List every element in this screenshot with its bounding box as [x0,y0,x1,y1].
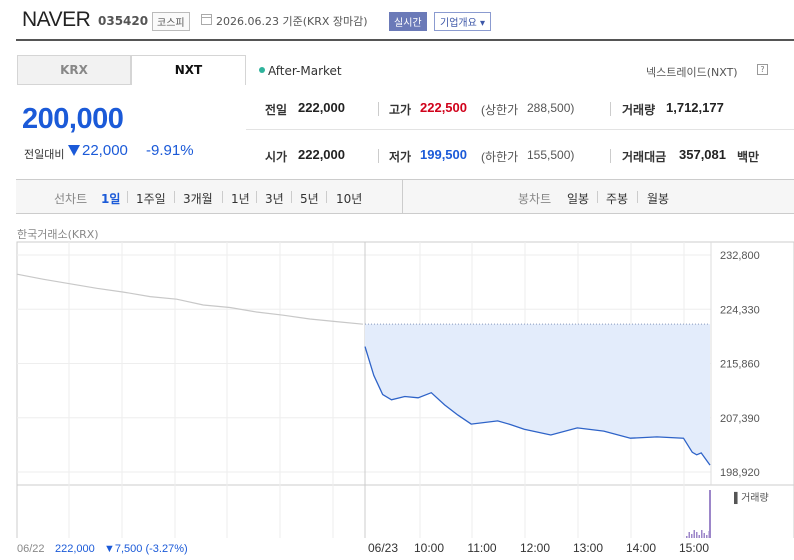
change-value: 22,000 [82,142,128,159]
upper-limit-label: (상한가 [481,103,519,117]
line-chart-label: 선차트 [54,192,88,206]
candle-weekly[interactable]: 주봉 [606,192,629,206]
period-divider [222,191,223,203]
x-tick-label: 15:00 [679,541,709,555]
calendar-icon [201,14,212,25]
period-3y[interactable]: 3년 [265,192,284,206]
prev-close-value: 222,000 [298,100,345,115]
price-line [364,346,711,466]
candle-chart-label: 봉차트 [518,192,552,206]
amount-unit: 백만 [737,150,760,164]
candle-monthly[interactable]: 월봉 [647,192,670,206]
period-divider [597,191,598,203]
volume-frame [16,484,794,560]
change-label: 전일대비 [24,148,65,161]
stat-divider [610,102,611,116]
high-value: 222,500 [420,100,467,115]
period-divider [256,191,257,203]
chart-lines [16,273,711,466]
x-tick-label: 12:00 [520,541,550,555]
stock-code: 035420 [98,14,149,28]
open-value: 222,000 [298,147,345,162]
company-overview-button[interactable]: 기업개요 ▾ [434,12,491,31]
high-label: 고가 [389,103,412,117]
tab-krx[interactable]: KRX [17,55,131,85]
x-tick-label: 13:00 [573,541,603,555]
y-tick-label: 215,860 [720,359,760,371]
period-divider [174,191,175,203]
stock-name: NAVER [22,8,91,31]
period-divider [127,191,128,203]
period-1d[interactable]: 1일 [101,192,121,206]
volume-label: 거래량 [622,103,656,117]
prev-day-change: ▼7,500 (-3.27%) [104,543,188,555]
after-market-label: After-Market [268,64,342,78]
low-value: 199,500 [420,147,467,162]
period-toolbar-divider [402,179,403,214]
x-tick-label: 06/23 [368,541,398,555]
stat-divider [378,102,379,116]
y-tick-label: 224,330 [720,304,760,316]
period-10y[interactable]: 10년 [336,192,363,206]
prev-day-close: 222,000 [55,543,95,555]
chart-area-fill [365,324,710,466]
y-axis-ticks: 232,800 224,330 215,860 207,390 198,920 [720,250,760,479]
stat-divider [378,149,379,163]
prev-day-date: 06/22 [17,543,45,555]
period-3m[interactable]: 3개월 [183,192,213,206]
chart-grid [16,241,794,560]
upper-limit-value: 288,500) [527,101,575,115]
period-toolbar [16,179,794,214]
x-axis-background [0,538,794,560]
y-tick-label: 207,390 [720,413,760,425]
amount-value: 357,081 [679,147,726,162]
area-fill [365,324,710,466]
prev-day-line [16,273,364,325]
prev-close-label: 전일 [265,103,288,117]
open-label: 시가 [265,150,288,164]
x-tick-label: 14:00 [626,541,656,555]
period-1w[interactable]: 1주일 [136,192,166,206]
tab-nxt[interactable]: NXT [131,55,246,85]
amount-label: 거래대금 [622,150,667,164]
period-divider [326,191,327,203]
header-divider [16,39,794,41]
status-dot-icon [259,67,265,73]
period-1y[interactable]: 1년 [231,192,250,206]
nxt-trade-link[interactable]: 넥스트레이드(NXT) [646,66,738,79]
stats-divider [246,129,794,130]
lower-limit-value: 155,500) [527,148,575,162]
volume-bar [709,490,711,558]
as-of-date: 2026.06.23 기준(KRX 장마감) [216,15,368,28]
x-tick-label: 11:00 [467,541,496,555]
chart-source-label: 한국거래소(KRX) [17,228,99,241]
y-tick-label: 232,800 [720,250,760,262]
stat-divider [610,149,611,163]
period-5y[interactable]: 5년 [300,192,319,206]
y-tick-label: 198,920 [720,467,760,479]
x-tick-label: 10:00 [414,541,444,555]
low-label: 저가 [389,150,412,164]
volume-label: ▌거래량 [734,491,769,505]
current-price: 200,000 [22,103,124,135]
market-badge: 코스피 [152,12,190,31]
x-axis-ticks: 06/22 222,000 ▼7,500 (-3.27%) 06/23 10:00 11:… [0,538,794,560]
period-divider [637,191,638,203]
candle-daily[interactable]: 일봉 [567,192,590,206]
help-icon[interactable]: ? [757,64,768,75]
period-divider [291,191,292,203]
change-percent: -9.91% [146,142,194,159]
realtime-button[interactable]: 실시간 [389,12,427,31]
lower-limit-label: (하한가 [481,150,519,164]
volume-value: 1,712,177 [666,100,724,115]
down-arrow-icon [68,145,80,156]
